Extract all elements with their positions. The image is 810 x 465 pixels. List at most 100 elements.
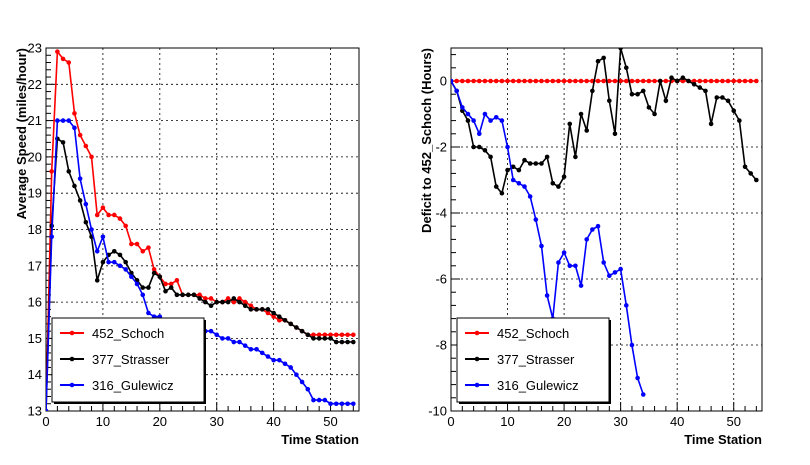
data-point [590,227,595,232]
data-point [294,372,299,378]
data-point [556,184,561,189]
data-point [754,177,759,183]
data-point [522,157,527,163]
legend-marker [69,382,75,388]
data-point [482,111,488,117]
data-point [55,49,60,54]
data-point [282,317,288,323]
data-point [203,296,208,301]
data-point [697,78,703,84]
y-tick-label: 13 [28,404,42,419]
data-point [488,78,493,84]
x-tick-label: 30 [209,414,223,429]
data-point [339,401,345,407]
legend-marker [69,356,75,362]
data-point [454,78,459,84]
data-point [191,292,197,298]
data-point [527,194,533,199]
data-point [185,292,191,298]
data-point [174,292,180,298]
data-point [237,299,242,305]
legend-label: 452_Schoch [497,326,569,341]
data-point [305,386,311,392]
data-point [129,241,134,247]
legend-label: 452_Schoch [92,326,164,341]
x-tick-label: 20 [153,414,167,429]
data-point [288,365,294,370]
data-point [454,88,459,94]
data-point [220,336,225,341]
legend: 452_Schoch 377_Strasser 316_Gulewicz [51,317,206,404]
data-point [635,91,640,97]
y-tick-label: 20 [28,149,42,164]
data-point [316,397,322,403]
data-point [607,78,612,84]
data-point [214,299,220,305]
data-point [237,296,242,301]
x-tick-label: 40 [266,414,280,429]
data-point [516,78,522,84]
data-point [731,108,737,113]
data-point [635,375,640,381]
y-tick-label: 15 [28,331,42,346]
data-point [680,75,686,80]
data-point [231,299,237,305]
data-point [742,78,748,84]
data-point [351,339,356,345]
data-point [573,154,578,160]
data-point [271,357,276,363]
data-point [465,78,471,84]
data-point [282,361,288,367]
y-tick-label: 14 [28,367,42,382]
data-point [328,332,333,338]
data-point [351,332,356,338]
data-point [111,248,117,254]
data-point [623,65,629,71]
data-point [725,98,731,104]
data-point [482,78,488,84]
data-point [299,379,305,385]
data-point [77,176,83,181]
data-point [72,111,77,116]
data-point [265,307,271,312]
data-point [505,78,510,84]
data-point [265,354,271,359]
data-point [573,78,578,84]
data-point [294,325,299,330]
x-tick-label: 50 [323,414,337,429]
data-point [197,292,202,298]
data-point [299,328,305,334]
data-point [561,250,567,255]
data-point [146,285,151,290]
y-tick-label: -8 [435,338,447,353]
data-point [49,169,54,174]
data-point [146,245,151,250]
data-point [601,260,606,265]
data-point [720,78,725,84]
data-point [208,296,214,301]
data-point [100,205,106,211]
y-tick-label: 21 [28,113,42,128]
data-point [533,78,539,84]
data-point [578,111,584,117]
y-tick-label: -4 [435,206,447,221]
data-point [567,78,573,84]
data-point [669,75,674,80]
data-point [595,78,601,84]
data-point [499,118,505,123]
data-point [322,336,328,341]
data-point [316,332,322,338]
data-point [612,270,618,275]
data-point [460,105,465,110]
data-point [77,198,83,203]
data-point [134,281,140,287]
data-point [533,217,539,222]
data-point [657,78,663,84]
x-tick-label: 10 [96,414,110,429]
x-axis-label: Time Station [684,432,762,447]
y-tick-label: 22 [28,77,42,92]
data-point [271,314,276,319]
data-point [674,78,680,84]
data-point [66,169,72,174]
data-point [652,78,657,84]
